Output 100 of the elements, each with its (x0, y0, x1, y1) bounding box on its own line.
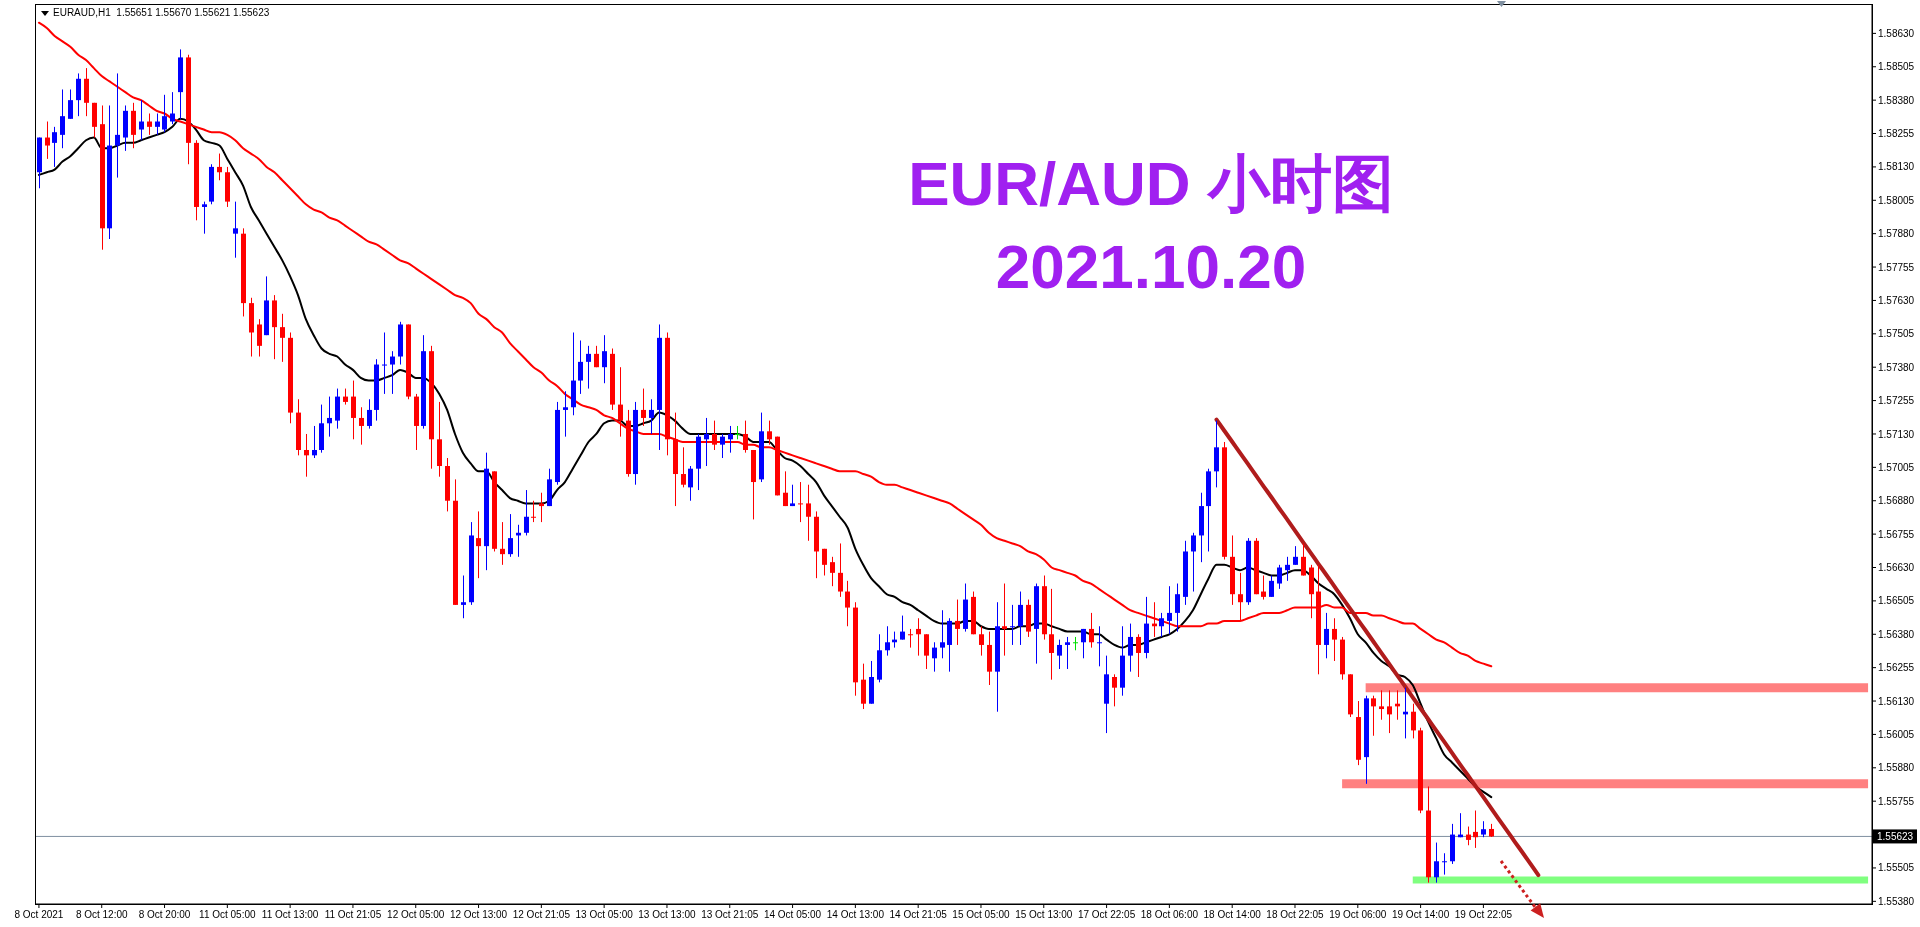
candlestick (845, 580, 850, 627)
y-tick-label: 1.58380 (1878, 94, 1915, 106)
y-tick-label: 1.57630 (1878, 294, 1915, 306)
candlestick (312, 425, 317, 459)
y-tick-label: 1.56880 (1878, 495, 1915, 507)
candlestick (351, 380, 356, 440)
candlestick (233, 201, 238, 259)
candlestick (1466, 826, 1471, 846)
candlestick (139, 99, 144, 141)
candlestick (979, 625, 984, 657)
candlestick (162, 94, 167, 133)
x-tick-label: 17 Oct 22:05 (1077, 909, 1136, 920)
candlestick (602, 334, 607, 384)
candlestick (257, 318, 262, 358)
candlestick (681, 446, 686, 488)
candlestick (1411, 703, 1416, 739)
x-tick-label: 11 Oct 21:05 (324, 909, 382, 920)
x-tick-label: 13 Oct 05:00 (575, 909, 634, 920)
candlestick (170, 91, 175, 125)
candlestick (728, 425, 733, 454)
candlestick (618, 366, 623, 438)
y-tick-label: 1.56755 (1878, 528, 1915, 540)
candlestick (1097, 625, 1102, 667)
x-tick-label: 8 Oct 12:00 (75, 909, 129, 920)
candlestick (217, 153, 222, 181)
candlestick (68, 88, 73, 120)
candlestick (1057, 639, 1062, 670)
line-series (1214, 417, 1541, 878)
candlestick (1128, 623, 1133, 673)
y-tick-label: 1.57380 (1878, 361, 1915, 373)
y-tick-label: 1.56380 (1878, 628, 1915, 640)
candlestick (767, 420, 772, 446)
y-tick-label: 1.56255 (1878, 662, 1915, 674)
candlestick (1010, 604, 1015, 646)
candlestick (885, 625, 890, 657)
y-tick-label: 1.58505 (1878, 61, 1915, 73)
y-tick-label: 1.57505 (1878, 328, 1915, 340)
x-tick-label: 8 Oct 2021 (14, 909, 64, 920)
candlestick (900, 615, 905, 641)
candlestick (578, 340, 583, 395)
candlestick (508, 513, 513, 558)
x-tick-label: 19 Oct 14:00 (1391, 909, 1450, 920)
x-tick-label: 8 Oct 20:00 (138, 909, 191, 920)
candlestick (155, 113, 160, 136)
candlestick (1238, 572, 1243, 622)
candlestick (649, 398, 654, 435)
candlestick (202, 201, 207, 235)
candlestick (304, 433, 309, 478)
candlestick (531, 500, 536, 523)
candlestick (476, 510, 481, 579)
candlestick (838, 542, 843, 598)
x-tick-label: 19 Oct 22:05 (1454, 909, 1513, 920)
x-tick-label: 11 Oct 13:00 (261, 909, 319, 920)
line-series (37, 21, 1493, 668)
y-tick-label: 1.56505 (1878, 595, 1915, 607)
candlestick (327, 396, 332, 438)
candlestick (932, 641, 937, 673)
candlestick (586, 345, 591, 390)
candlestick (1089, 612, 1094, 649)
x-tick-label: 11 Oct 05:00 (199, 909, 257, 920)
candlestick (908, 628, 913, 649)
x-tick-label: 18 Oct 22:05 (1266, 909, 1325, 920)
candlestick (60, 88, 65, 149)
candlestick (743, 420, 748, 454)
candlestick (704, 417, 709, 467)
candlestick (1167, 585, 1172, 635)
candlestick (1136, 633, 1141, 678)
candlestick (822, 548, 827, 577)
x-tick-label: 14 Oct 21:05 (889, 909, 948, 920)
candlestick (798, 481, 803, 523)
candlestick (1473, 810, 1478, 849)
candlestick (712, 420, 717, 451)
y-tick-label: 1.55380 (1878, 895, 1915, 907)
y-tick-label: 1.57130 (1878, 428, 1915, 440)
candlestick (115, 72, 120, 179)
candlestick (367, 398, 372, 430)
candlestick (1191, 532, 1196, 593)
x-tick-label: 13 Oct 13:00 (638, 909, 697, 920)
candlestick (76, 72, 81, 117)
candlestick (806, 484, 811, 542)
x-tick-label: 18 Oct 14:00 (1203, 909, 1262, 920)
candlestick (735, 425, 740, 440)
candlestick (524, 489, 529, 536)
y-tick-label: 1.56630 (1878, 562, 1915, 574)
candlestick (1324, 612, 1329, 659)
y-tick-label: 1.57005 (1878, 461, 1915, 473)
candlestick (500, 521, 505, 566)
x-tick-label: 15 Oct 13:00 (1015, 909, 1073, 920)
x-tick-label: 19 Oct 06:00 (1329, 909, 1387, 920)
candlestick (1387, 689, 1392, 734)
x-tick-label: 15 Oct 05:00 (952, 909, 1011, 920)
candlestick (940, 609, 945, 659)
y-tick-label: 1.55880 (1878, 762, 1915, 774)
candlestick (1371, 695, 1376, 737)
candlestick (1112, 673, 1117, 707)
candlestick (45, 121, 50, 160)
line-series (37, 117, 1493, 799)
candlestick (688, 465, 693, 502)
candlestick (1301, 542, 1306, 577)
candlestick (924, 633, 929, 670)
